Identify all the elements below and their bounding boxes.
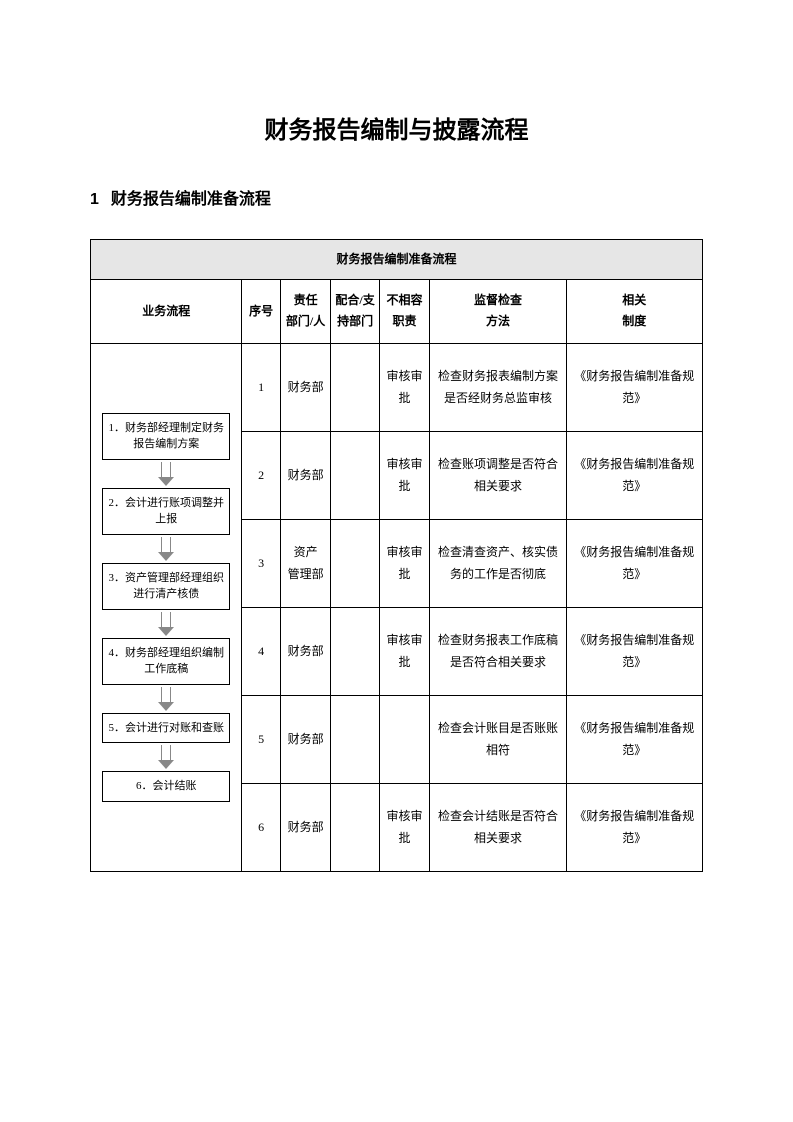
- table-title-row: 财务报告编制准备流程: [91, 240, 703, 280]
- cell-method: 检查财务报表工作底稿是否符合相关要求: [430, 607, 566, 695]
- cell-dept: 财务部: [280, 431, 330, 519]
- cell-incompat: 审核审批: [379, 783, 429, 871]
- cell-related: 《财务报告编制准备规范》: [566, 519, 702, 607]
- cell-method: 检查财务报表编制方案是否经财务总监审核: [430, 343, 566, 431]
- cell-incompat: 审核审批: [379, 431, 429, 519]
- cell-seq: 2: [242, 431, 280, 519]
- flow-arrow-icon: [158, 687, 174, 711]
- page-content: 财务报告编制与披露流程 1 财务报告编制准备流程 财务报告编制准备流程 业务流程 …: [0, 0, 793, 932]
- cell-seq: 4: [242, 607, 280, 695]
- cell-dept: 财务部: [280, 607, 330, 695]
- table-body: 1．财务部经理制定财务报告编制方案 2．会计进行账项调整并上报 3．资产管理部经…: [91, 343, 703, 871]
- flow-step-6: 6．会计结账: [102, 771, 230, 802]
- cell-seq: 6: [242, 783, 280, 871]
- flow-arrow-icon: [158, 462, 174, 486]
- cell-support: [331, 783, 379, 871]
- flow-step-1: 1．财务部经理制定财务报告编制方案: [102, 413, 230, 460]
- cell-related: 《财务报告编制准备规范》: [566, 783, 702, 871]
- header-related: 相关制度: [566, 279, 702, 343]
- cell-dept: 财务部: [280, 343, 330, 431]
- cell-dept: 资产管理部: [280, 519, 330, 607]
- table-header-row: 业务流程 序号 责任部门/人 配合/支持部门 不相容职责 监督检查方法 相关制度: [91, 279, 703, 343]
- flow-step-3: 3．资产管理部经理组织进行清产核债: [102, 563, 230, 610]
- flow-arrow-icon: [158, 745, 174, 769]
- flow-step-2: 2．会计进行账项调整并上报: [102, 488, 230, 535]
- cell-dept: 财务部: [280, 695, 330, 783]
- cell-seq: 5: [242, 695, 280, 783]
- table-row: 1．财务部经理制定财务报告编制方案 2．会计进行账项调整并上报 3．资产管理部经…: [91, 343, 703, 431]
- cell-related: 《财务报告编制准备规范》: [566, 607, 702, 695]
- cell-seq: 3: [242, 519, 280, 607]
- flow-arrow-icon: [158, 537, 174, 561]
- cell-support: [331, 343, 379, 431]
- cell-support: [331, 695, 379, 783]
- header-incompat: 不相容职责: [379, 279, 429, 343]
- cell-incompat: 审核审批: [379, 607, 429, 695]
- flow-step-5: 5．会计进行对账和查账: [102, 713, 230, 744]
- table-title: 财务报告编制准备流程: [91, 240, 703, 280]
- cell-method: 检查账项调整是否符合相关要求: [430, 431, 566, 519]
- section-heading: 1 财务报告编制准备流程: [90, 185, 703, 209]
- cell-incompat: 审核审批: [379, 343, 429, 431]
- header-seq: 序号: [242, 279, 280, 343]
- cell-method: 检查会计账目是否账账相符: [430, 695, 566, 783]
- cell-related: 《财务报告编制准备规范》: [566, 431, 702, 519]
- cell-method: 检查清查资产、核实债务的工作是否彻底: [430, 519, 566, 607]
- header-dept: 责任部门/人: [280, 279, 330, 343]
- cell-support: [331, 431, 379, 519]
- cell-dept: 财务部: [280, 783, 330, 871]
- cell-support: [331, 607, 379, 695]
- section-number: 1: [90, 191, 99, 209]
- cell-related: 《财务报告编制准备规范》: [566, 695, 702, 783]
- header-method: 监督检查方法: [430, 279, 566, 343]
- process-table: 财务报告编制准备流程 业务流程 序号 责任部门/人 配合/支持部门 不相容职责 …: [90, 239, 703, 872]
- header-support: 配合/支持部门: [331, 279, 379, 343]
- header-flow: 业务流程: [91, 279, 242, 343]
- flow-step-4: 4．财务部经理组织编制工作底稿: [102, 638, 230, 685]
- flowchart-cell: 1．财务部经理制定财务报告编制方案 2．会计进行账项调整并上报 3．资产管理部经…: [91, 343, 242, 871]
- flowchart-container: 1．财务部经理制定财务报告编制方案 2．会计进行账项调整并上报 3．资产管理部经…: [95, 413, 237, 802]
- cell-method: 检查会计结账是否符合相关要求: [430, 783, 566, 871]
- section-title: 财务报告编制准备流程: [111, 191, 271, 208]
- cell-incompat: 审核审批: [379, 519, 429, 607]
- main-title: 财务报告编制与披露流程: [90, 110, 703, 145]
- cell-support: [331, 519, 379, 607]
- cell-incompat: [379, 695, 429, 783]
- cell-seq: 1: [242, 343, 280, 431]
- cell-related: 《财务报告编制准备规范》: [566, 343, 702, 431]
- flow-arrow-icon: [158, 612, 174, 636]
